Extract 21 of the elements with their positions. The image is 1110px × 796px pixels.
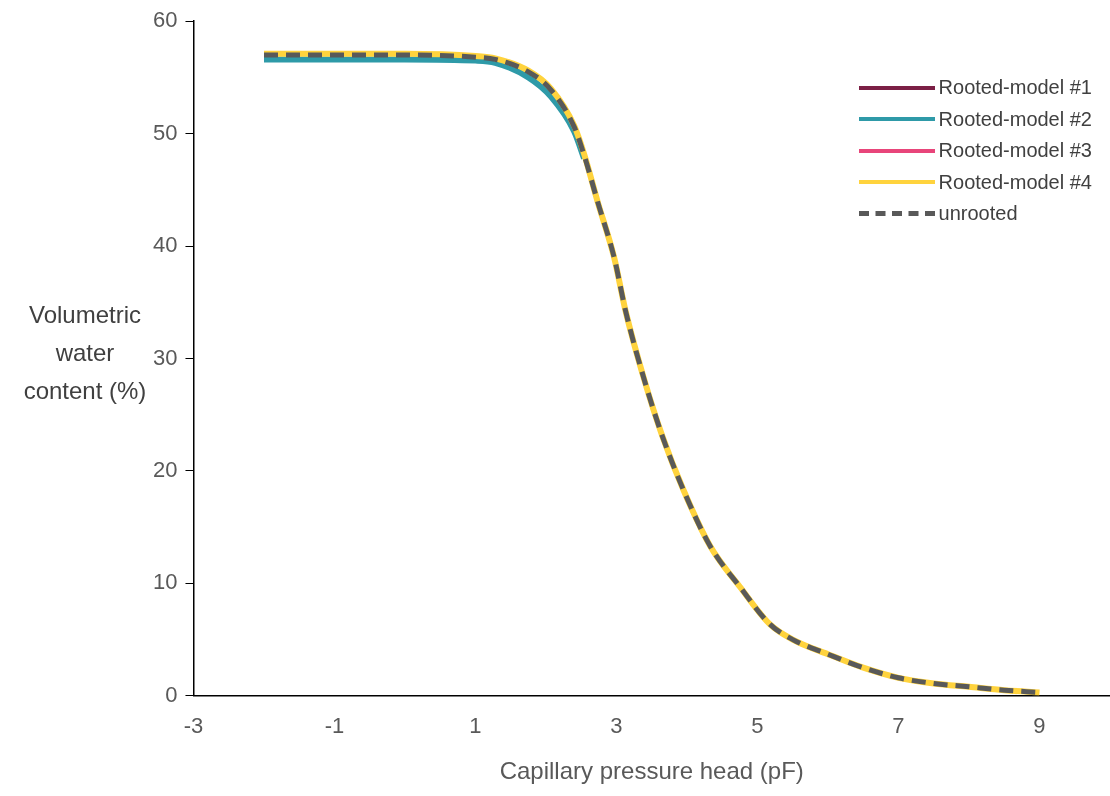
x-tick-label: 5 xyxy=(751,713,764,739)
legend-label: Rooted-model #1 xyxy=(938,76,1092,100)
x-tick-label: 9 xyxy=(1033,713,1046,739)
y-tick-label: 50 xyxy=(152,119,178,145)
legend-label: Rooted-model #3 xyxy=(938,139,1092,163)
x-tick-label: -1 xyxy=(324,713,345,739)
x-axis-title: Capillary pressure head (pF) xyxy=(499,757,804,785)
y-tick-label: 30 xyxy=(152,344,178,370)
x-tick-label: 1 xyxy=(469,713,482,739)
legend-label: unrooted xyxy=(938,202,1018,226)
legend-label: Rooted-model #2 xyxy=(938,107,1092,131)
x-tick-label: 7 xyxy=(892,713,905,739)
y-axis-title: Volumetric water content (%) xyxy=(22,300,148,406)
y-tick-label: 10 xyxy=(152,569,178,595)
x-tick-label: -3 xyxy=(183,713,204,739)
x-tick-label: 3 xyxy=(610,713,623,739)
y-tick-label: 20 xyxy=(152,457,178,482)
y-tick-label: 40 xyxy=(152,232,178,258)
y-tick-label: 60 xyxy=(152,7,178,33)
y-tick-label: 0 xyxy=(165,681,178,707)
legend-label: Rooted-model #4 xyxy=(938,170,1092,194)
